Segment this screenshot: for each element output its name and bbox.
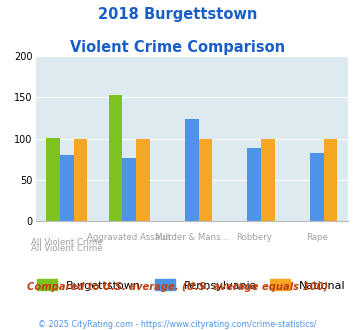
Bar — [310, 153, 323, 221]
Bar — [261, 139, 275, 221]
Text: All Violent Crime: All Violent Crime — [31, 238, 103, 247]
Bar — [198, 139, 212, 221]
Legend: Burgettstown, Pennsylvania, National: Burgettstown, Pennsylvania, National — [37, 280, 346, 291]
Text: Rape: Rape — [306, 233, 328, 242]
Bar — [185, 119, 198, 221]
Text: Compared to U.S. average. (U.S. average equals 100): Compared to U.S. average. (U.S. average … — [27, 282, 328, 292]
Bar — [136, 139, 150, 221]
Bar — [247, 148, 261, 221]
Bar — [46, 138, 60, 221]
Bar — [122, 158, 136, 221]
Bar — [323, 139, 337, 221]
Text: Aggravated Assault: Aggravated Assault — [87, 233, 171, 242]
Bar — [73, 139, 87, 221]
Bar — [109, 95, 122, 221]
Text: Violent Crime Comparison: Violent Crime Comparison — [70, 40, 285, 54]
Text: All Violent Crime: All Violent Crime — [31, 244, 103, 252]
Text: Murder & Mans...: Murder & Mans... — [155, 233, 229, 242]
Bar — [60, 155, 73, 221]
Text: Robbery: Robbery — [236, 233, 272, 242]
Text: © 2025 CityRating.com - https://www.cityrating.com/crime-statistics/: © 2025 CityRating.com - https://www.city… — [38, 320, 317, 329]
Text: 2018 Burgettstown: 2018 Burgettstown — [98, 7, 257, 21]
